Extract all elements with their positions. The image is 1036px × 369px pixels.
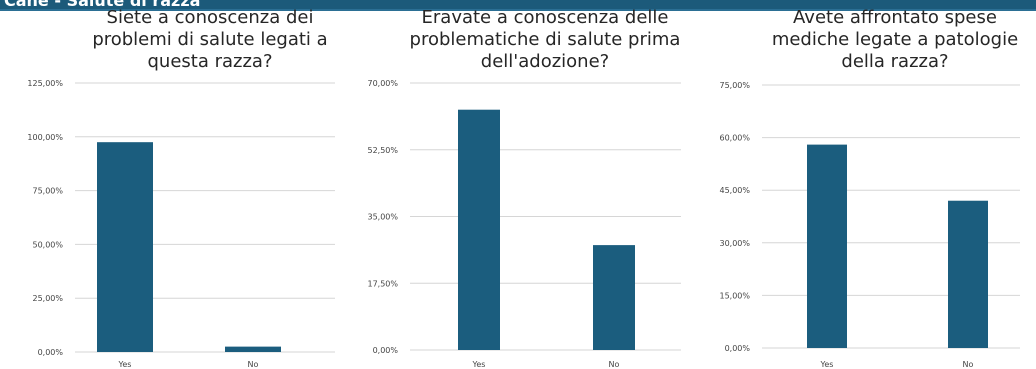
x-tick-label: No [609,360,620,369]
bar-no [593,245,635,350]
y-tick-label: 52,50% [367,146,398,155]
y-tick-label: 30,00% [719,239,750,248]
header-title: Cane - Salute di razza [4,0,200,9]
y-tick-label: 75,00% [719,81,750,90]
y-tick-label: 17,50% [367,279,398,288]
header-divider [0,9,1036,11]
header-bar: Cane - Salute di razza [0,0,1036,9]
y-tick-label: 0,00% [725,344,751,353]
y-tick-label: 50,00% [32,240,63,249]
y-tick-label: 45,00% [719,186,750,195]
x-tick-label: Yes [118,360,132,369]
bar-yes [97,142,153,352]
y-tick-label: 25,00% [32,294,63,303]
y-tick-label: 60,00% [719,134,750,143]
y-tick-label: 75,00% [32,187,63,196]
bar-chart-1: 0,00% 25,00% 50,00% 75,00% 100,00% 125,00% Yes… [27,7,335,369]
chart-title-line: Siete a conoscenza dei [107,7,314,28]
bar-chart-2: 0,00% 17,50% 35,00% 52,50% 70,00% Yes No Eravat… [367,7,681,369]
bar-no [225,346,281,352]
x-tick-label: No [248,360,259,369]
chart-title-line: problemi di salute legati a [92,29,327,50]
y-tick-label: 35,00% [367,213,398,222]
y-tick-label: 100,00% [27,133,63,142]
x-tick-label: Yes [820,360,834,369]
x-tick-label: Yes [472,360,486,369]
x-tick-label: No [963,360,974,369]
y-tick-label: 70,00% [367,79,398,88]
chart-title-line: Avete affrontato spese [793,7,997,28]
bar-chart-3: 0,00% 15,00% 30,00% 45,00% 60,00% 75,00% Yes No… [719,7,1020,369]
chart-title-line: problematiche di salute prima [410,29,681,50]
y-tick-label: 0,00% [38,348,64,357]
chart-title-line: Eravate a conoscenza delle [422,7,669,28]
chart-title-line: mediche legate a patologie [772,29,1018,50]
chart-title-line: questa razza? [147,51,272,72]
bar-yes [458,109,500,350]
y-tick-label: 0,00% [373,346,399,355]
chart-title-line: dell'adozione? [481,51,609,72]
bar-yes [807,144,847,348]
chart-title-line: della razza? [841,51,948,72]
y-tick-label: 15,00% [719,291,750,300]
bar-no [948,200,988,348]
y-tick-label: 125,00% [27,79,63,88]
